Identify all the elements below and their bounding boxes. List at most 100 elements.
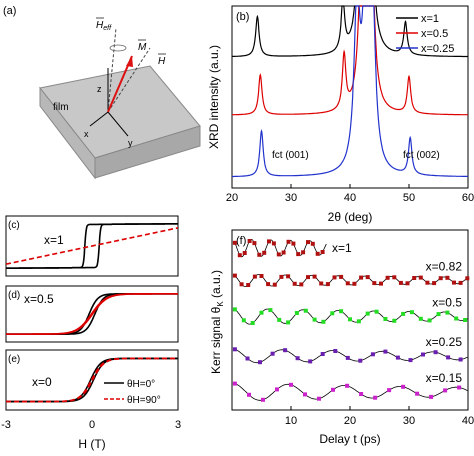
kerr-point [454,316,459,321]
kerr-point [258,360,262,365]
kerr-point [405,281,410,286]
kerr-point [372,281,377,286]
panel-e-frame [5,349,179,411]
kerr-point [312,317,317,322]
kerr-point [242,251,247,255]
kerr-point [408,358,413,363]
kerr-point [320,250,325,254]
h-label: H [158,56,166,67]
film-side-face [39,86,96,180]
kerr-point [379,281,383,286]
panel-b-label: (b) [236,11,249,23]
kerr-point [398,280,403,285]
kerr-point [303,308,308,313]
kerr-point [281,250,286,255]
kerr-point [446,355,451,360]
kerr-point [359,275,364,280]
kerr-point [241,318,246,323]
kerr-point [245,356,250,361]
kerr-point [458,280,463,285]
kerr-point [365,275,370,280]
m-vector-arrowhead [126,56,133,67]
panel-c: (c) x=1 [5,215,179,277]
kerr-point [259,310,264,315]
kerr-series-label-4: x=0.25 [426,335,463,349]
kerr-point [429,394,434,399]
kerr-point [296,252,301,257]
b-x-tick-label: 60 [462,192,474,204]
kerr-fit-4 [234,348,468,364]
panel-d-label: (d) [8,290,20,301]
kerr-point [272,282,277,287]
kerr-point [252,241,257,246]
kerr-point [320,352,325,356]
b-x-tick-label: 50 [403,192,415,204]
loop-c-s1-b2 [6,223,178,269]
kerr-point [427,318,432,323]
panel-e-legend: θH=0° θH=90° [104,379,161,406]
loop-e-s2-b2 [6,357,178,403]
kerr-point [409,310,414,315]
kerr-point [239,282,244,287]
annotation-fct-001: fct (001) [272,150,309,161]
kerr-point [262,250,267,255]
kerr-point [359,392,364,396]
kerr-point [458,357,463,362]
z-axis-label: z [97,84,102,94]
kerr-point [365,311,370,316]
b-x-tick-label: 40 [344,192,356,204]
kerr-point [275,387,279,392]
panel-c-traces [6,223,178,269]
kerr-point [232,347,237,352]
kerr-point [325,282,330,287]
kerr-point [374,309,379,314]
panel-e-traces [6,357,178,403]
kerr-fit-5 [234,383,468,401]
e-x-tick-label: 0 [89,419,95,431]
panel-b-legend: x=1 x=0.5 x=0.25 [396,13,454,55]
y-axis-line [107,111,129,137]
xrd-trace-3 [232,5,468,178]
kerr-point [436,312,441,317]
legend-label-3: x=0.25 [421,43,454,55]
f-x-tick-label: 40 [462,415,474,427]
f-x-tick-label: 20 [344,415,356,427]
kerr-point [257,252,262,257]
kerr-point [356,319,361,324]
kerr-point [457,385,462,390]
kerr-point [332,275,337,280]
b-x-tick-label: 20 [226,192,238,204]
b-x-tick-label: 30 [285,192,297,204]
kerr-point [425,280,430,285]
kerr-point [283,348,288,353]
kerr-point [291,241,296,246]
kerr-point [383,349,388,354]
kerr-point [319,281,324,286]
kerr-point [237,253,242,258]
kerr-point [373,395,378,400]
kerr-point [383,317,388,321]
kerr-point [268,308,273,313]
kerr-point [348,317,352,322]
kerr-point [271,241,276,246]
kerr-point [345,355,350,360]
kerr-series-label-5: x=0.15 [426,371,463,385]
kerr-point [412,276,417,280]
panel-f-x-axis-label: Delay t (ps) [319,432,380,446]
panel-b-traces [232,5,468,178]
kerr-point [463,318,468,322]
kerr-point [232,381,237,386]
kerr-point [232,240,237,245]
kerr-point [452,280,456,285]
kerr-point [443,388,448,393]
panel-b-y-axis-label: XRD intensity (a.u.) [207,45,221,149]
panel-b-x-ticks: 20 30 40 50 60 [226,184,474,204]
panel-e-label: (e) [8,354,20,365]
kerr-point [295,356,300,361]
kerr-point [321,319,326,324]
kerr-point [310,241,315,246]
panel-c-label: (c) [8,220,20,231]
e-legend-label-2: θH=90° [127,395,161,406]
loop-c-s2-b1 [6,227,178,265]
panel-f: (f) x=1x=0.82x=0.5x=0.25x=0.15 10 20 30 40 … [209,229,474,446]
